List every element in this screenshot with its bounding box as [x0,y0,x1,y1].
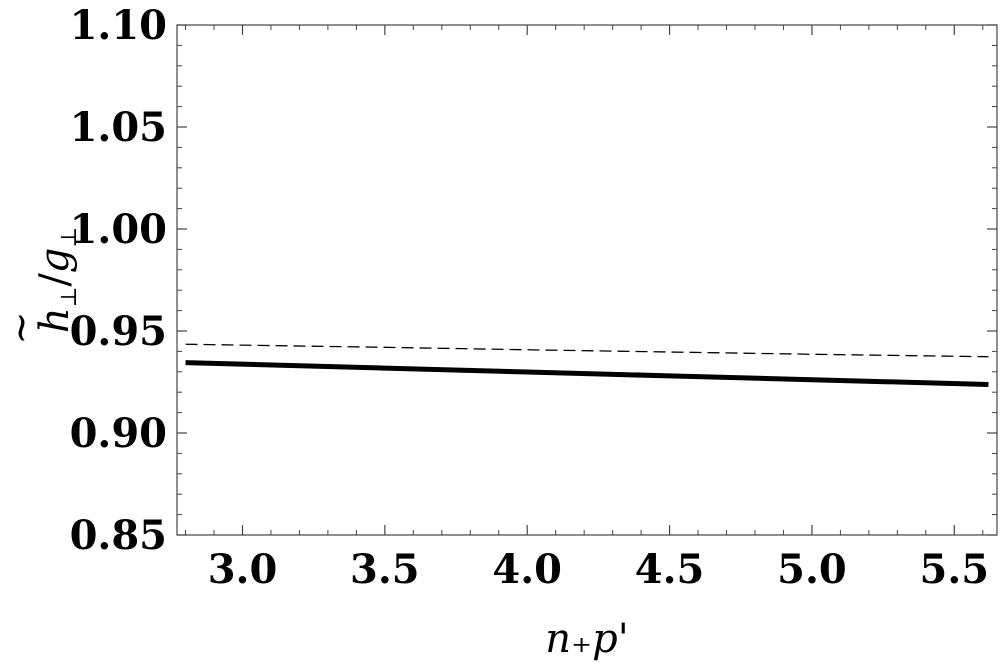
y-tick-label: 0.90 [70,410,167,457]
x-tick-label: 5.0 [777,546,847,593]
y-label-sep: / [32,273,78,287]
y-label-denom: g [32,248,78,274]
y-label-main-sub: ⊥ [57,287,82,308]
y-tick-label: 0.85 [70,512,167,559]
x-tick-label: 4.5 [635,546,705,593]
x-tick-label: 4.0 [492,546,562,593]
y-tick-label: 1.05 [70,104,167,151]
y-label-main: h [32,307,78,333]
y-tick-label: 0.95 [70,308,167,355]
y-tick-label: 1.10 [70,2,167,49]
series-layer [185,343,989,387]
x-tick-label: 3.0 [208,546,278,593]
y-label-accent: ~ [0,311,44,345]
series-solid-line [185,360,989,387]
x-tick-label: 3.5 [350,546,420,593]
series-dashed-line [185,343,989,358]
y-tick-labels: 0.85 0.90 0.95 1.00 1.05 1.10 [70,2,167,559]
x-axis-label: n₊p' [545,616,628,662]
y-label-denom-sub: ⊥ [57,227,82,248]
plot-frame [176,24,998,536]
svg-text:h⊥/g⊥: h⊥/g⊥ [32,227,82,333]
y-axis-label: h⊥/g⊥ ~ [0,227,82,345]
x-tick-label: 5.5 [919,546,989,593]
y-tick-label: 1.00 [70,206,167,253]
major-ticks [177,24,997,536]
x-tick-labels: 3.0 3.5 4.0 4.5 5.0 5.5 [208,546,989,593]
minor-ticks [177,25,997,535]
